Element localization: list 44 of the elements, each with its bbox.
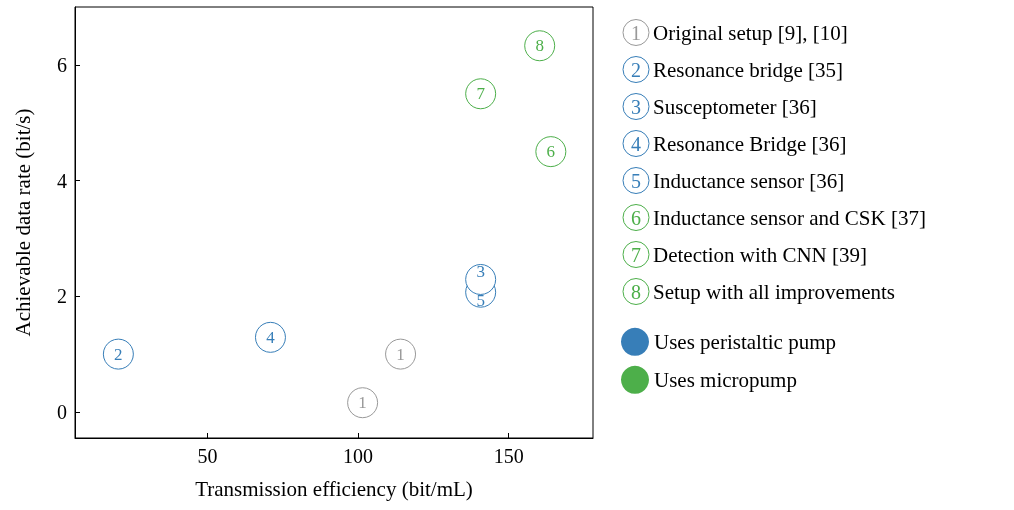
annotation: 2 <box>114 344 123 364</box>
x-axis-title: Transmission efficiency (bit/mL) <box>195 476 473 501</box>
annotation: 8 <box>535 36 544 56</box>
annotation: 6 <box>546 142 556 162</box>
annotation: 1 <box>358 393 367 413</box>
legend-label: Setup with all improvements <box>653 279 896 304</box>
text: 2 <box>631 58 641 81</box>
point <box>385 338 417 370</box>
legend-label: Uses peristaltic pump <box>654 329 836 354</box>
legend-label: Inductance sensor and CSK [37] <box>653 205 926 230</box>
legend-label: Resonance bridge [35] <box>652 57 844 82</box>
point <box>535 136 567 168</box>
x-tick-label: 150 <box>493 445 524 467</box>
text: 4 <box>631 132 641 155</box>
legend-label: Inductance sensor [36] <box>653 168 845 193</box>
y-tick-label: 2 <box>57 285 67 308</box>
y-axis-title: Achievable data rate (bit/s) <box>10 108 35 337</box>
legend-label: Susceptometer [36] <box>653 94 817 119</box>
point <box>347 387 379 419</box>
y-tick-label: 4 <box>57 169 67 192</box>
annotation: 7 <box>476 84 486 104</box>
point <box>465 78 497 110</box>
legend-label: Original setup [9], [10] <box>652 20 848 45</box>
point <box>254 321 286 353</box>
legend-label: Detection with CNN [39] <box>653 242 868 267</box>
x-tick-label: 100 <box>343 445 374 467</box>
text: 3 <box>631 95 641 118</box>
annotation: 5 <box>476 290 485 310</box>
y-tick-label: 0 <box>57 400 67 423</box>
point <box>465 263 497 295</box>
point <box>524 30 556 62</box>
annotation: 1 <box>396 344 405 364</box>
x-tick-label: 50 <box>197 445 218 467</box>
y-tick-label: 6 <box>57 53 67 76</box>
annotation: 3 <box>476 261 485 281</box>
legend-label: Uses micropump <box>654 367 797 392</box>
text: 8 <box>631 280 641 303</box>
text: 5 <box>631 169 641 192</box>
text: 7 <box>631 243 641 266</box>
point <box>102 338 134 370</box>
text: 1 <box>631 21 641 44</box>
text: 6 <box>631 206 641 229</box>
legend-label: Resonance Bridge [36] <box>653 131 847 156</box>
annotation: 4 <box>266 327 276 347</box>
